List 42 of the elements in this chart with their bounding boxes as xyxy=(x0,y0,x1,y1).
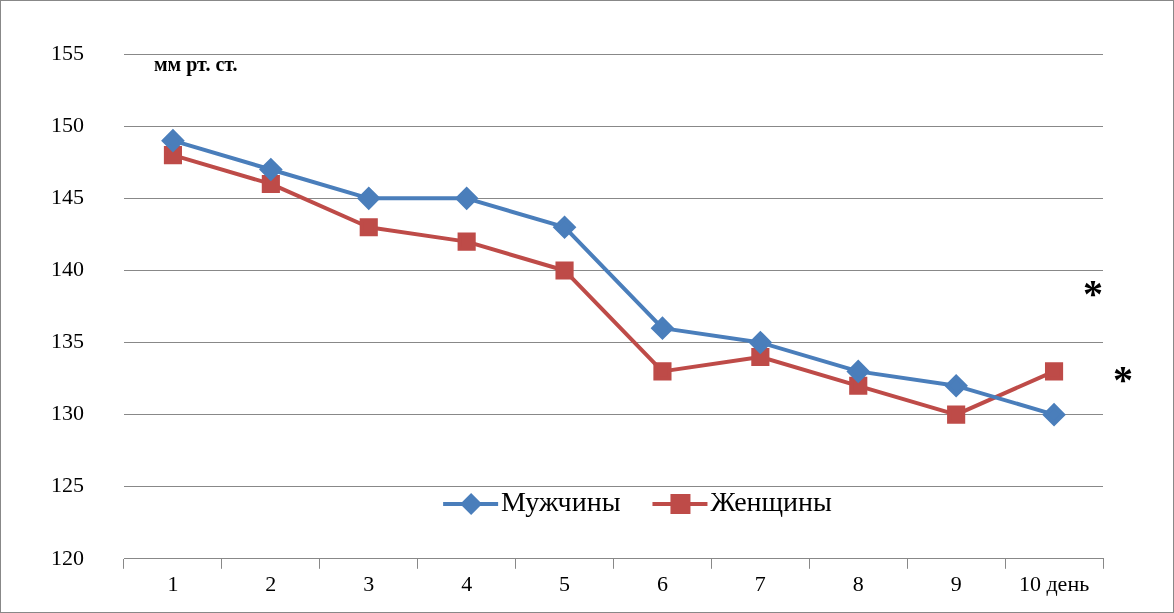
point xyxy=(1043,403,1066,426)
x-tick-label: 1 xyxy=(167,570,179,596)
y-axis-title: мм рт. ст. xyxy=(154,53,238,77)
annotation: * xyxy=(1083,270,1103,316)
legend-label: Женщины xyxy=(710,486,833,518)
point xyxy=(947,405,966,424)
point xyxy=(751,347,770,367)
point xyxy=(357,187,380,210)
point xyxy=(749,331,772,354)
y-tick-label: 135 xyxy=(51,328,84,354)
legend-label: Мужчины xyxy=(501,486,621,518)
point xyxy=(945,374,968,397)
x-tick-label: 9 xyxy=(950,570,962,596)
x-tick-label: 2 xyxy=(265,570,277,596)
point xyxy=(653,362,672,381)
point xyxy=(1044,362,1064,381)
y-tick-label: 120 xyxy=(51,544,84,570)
y-tick-label: 155 xyxy=(51,39,84,65)
point xyxy=(847,360,870,383)
x-tick-label: 5 xyxy=(559,570,571,596)
point xyxy=(455,187,478,210)
point xyxy=(849,376,868,395)
y-tick-label: 145 xyxy=(51,184,84,210)
y-tick-label: 150 xyxy=(51,112,84,138)
x-tick-label: 8 xyxy=(852,570,864,596)
point xyxy=(555,261,574,280)
point xyxy=(651,317,674,340)
x-tick-label: 4 xyxy=(461,570,473,596)
y-tick-label: 140 xyxy=(51,256,84,282)
point xyxy=(457,232,476,251)
x-tick-label: 6 xyxy=(656,570,668,596)
point xyxy=(553,216,576,239)
x-tick-label: 10 день xyxy=(1018,570,1090,596)
point xyxy=(161,129,184,152)
point xyxy=(259,158,282,181)
text: * xyxy=(1113,356,1133,402)
y-tick-label: 130 xyxy=(51,400,84,426)
point xyxy=(261,174,280,194)
x-tick-label: 3 xyxy=(363,570,375,596)
x-tick-label: 7 xyxy=(754,570,766,596)
y-tick-label: 125 xyxy=(51,472,84,498)
point xyxy=(359,218,378,237)
